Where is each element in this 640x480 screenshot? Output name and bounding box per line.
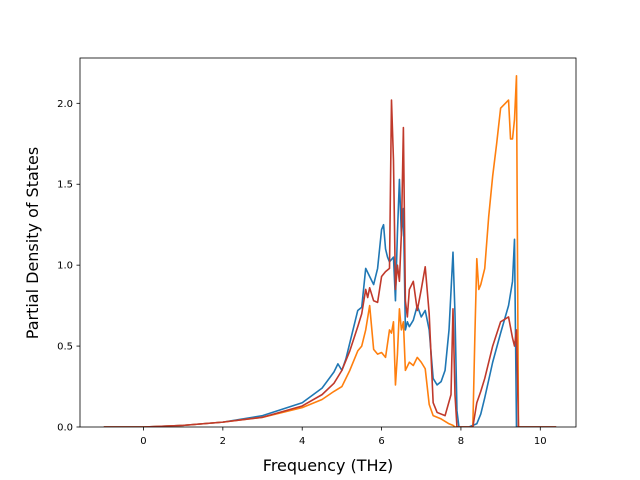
x-axis-label: Frequency (THz) [263,456,393,475]
y-tick-label: 0.0 [57,423,73,434]
x-tick-label: 6 [378,436,384,447]
y-tick-label: 0.5 [57,342,73,353]
y-axis-label: Partial Density of States [23,147,42,339]
x-tick-label: 10 [534,436,547,447]
x-tick-label: 8 [458,436,464,447]
x-tick-label: 0 [140,436,146,447]
axes-frame [79,57,577,428]
x-tick-label: 4 [299,436,305,447]
series-line-3 [103,99,557,427]
y-tick-label: 1.0 [57,261,73,272]
y-tick-label: 1.5 [57,180,73,191]
series-line-2 [103,75,557,427]
x-tick-label: 2 [220,436,226,447]
y-tick-label: 2.0 [57,99,73,110]
plot-area [103,75,557,427]
axes: 0 2 4 6 8 10 0.0 0.5 1.0 1.5 2.0 [57,57,577,447]
